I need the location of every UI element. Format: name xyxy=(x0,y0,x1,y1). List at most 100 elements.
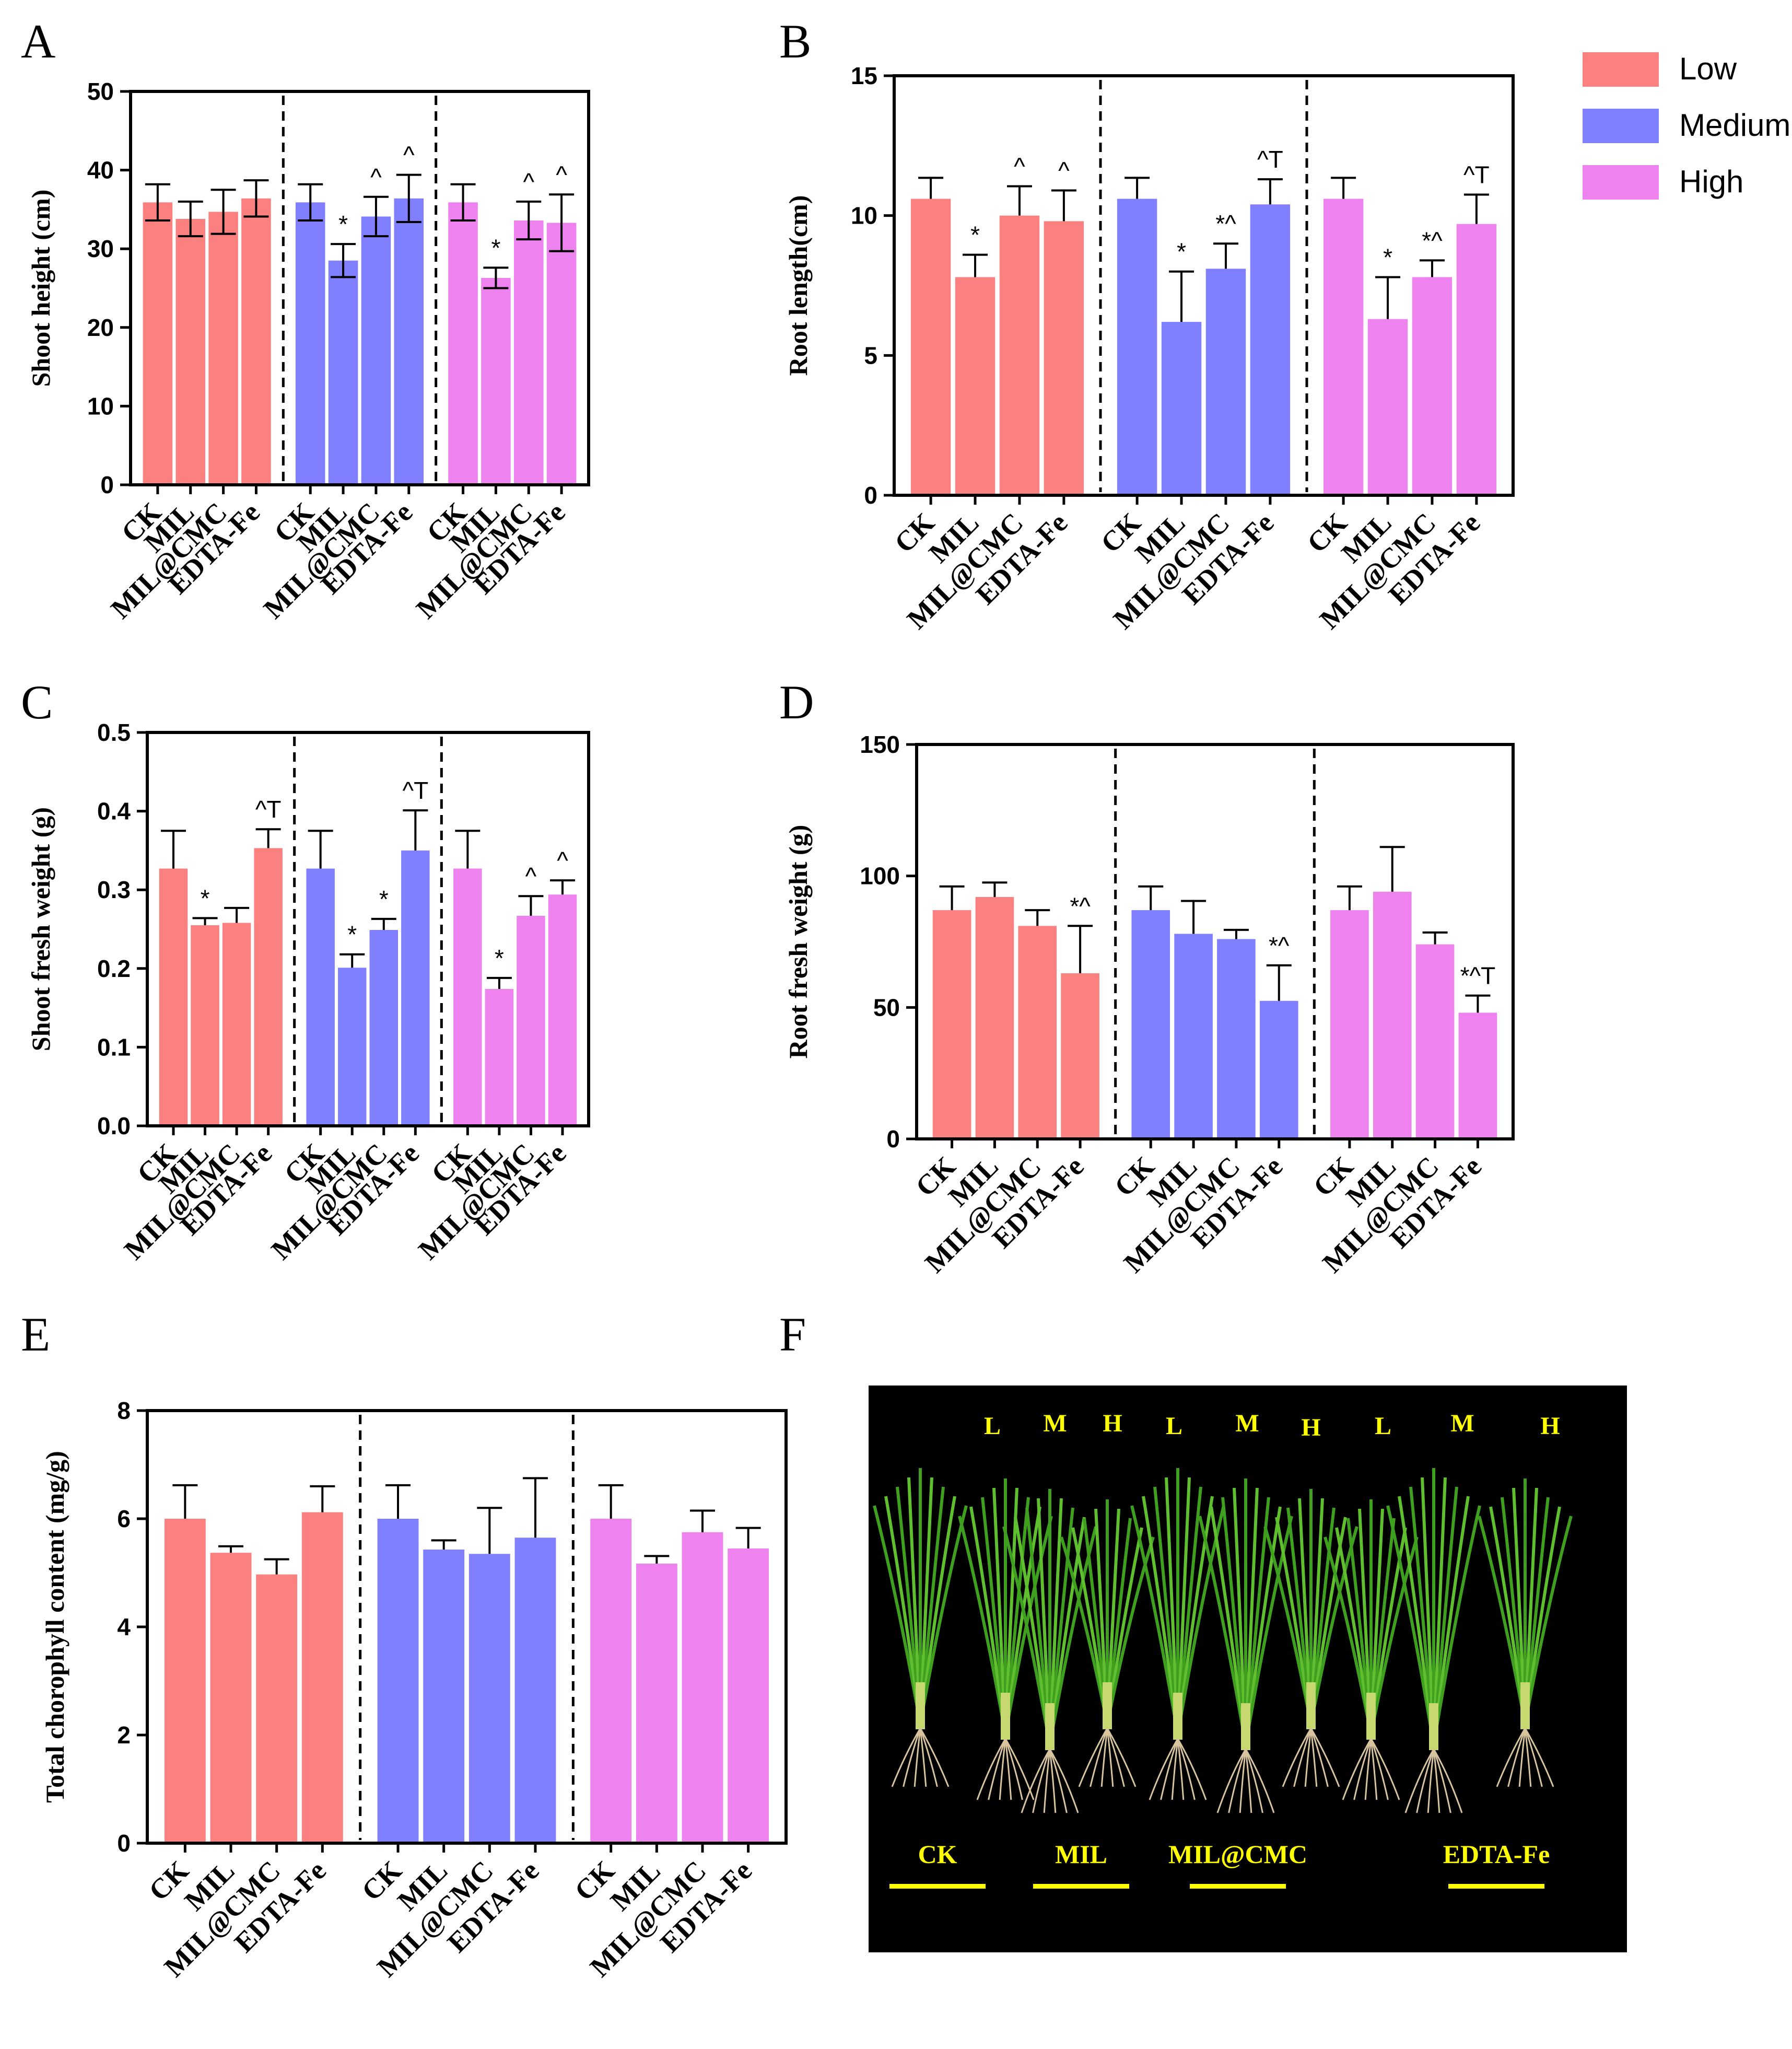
bar xyxy=(636,1563,677,1843)
root xyxy=(1304,1728,1312,1787)
root xyxy=(1518,1728,1526,1787)
root xyxy=(1364,1738,1372,1800)
legend-label-low: Low xyxy=(1679,51,1737,86)
significance-label: ^T xyxy=(1463,161,1490,189)
significance-label: *^T xyxy=(1460,962,1496,989)
y-tick-label: 0.3 xyxy=(97,876,131,903)
photo-bottom-label: EDTA-Fe xyxy=(1443,1840,1550,1869)
bar xyxy=(1458,1012,1497,1139)
series-low: CK*MIL^MIL@CMC^EDTA-Fe xyxy=(888,153,1084,635)
root xyxy=(976,1738,1006,1800)
panel-letter: F xyxy=(779,1308,806,1361)
photo-top-label: H xyxy=(1301,1414,1320,1441)
y-tick-label: 0.0 xyxy=(97,1112,131,1139)
stem xyxy=(1173,1693,1182,1740)
significance-label: ^T xyxy=(1257,146,1283,173)
y-tick-label: 30 xyxy=(87,235,114,262)
bar xyxy=(210,1553,252,1843)
stem xyxy=(1045,1703,1055,1750)
significance-label: *^ xyxy=(1070,892,1091,919)
root xyxy=(891,1728,921,1787)
scale-bar xyxy=(1190,1884,1286,1889)
bar xyxy=(301,1512,343,1843)
seedling xyxy=(958,1478,1053,1800)
root xyxy=(1370,1738,1400,1800)
series-high: CK*MIL^MIL@CMC^EDTA-Fe xyxy=(412,830,577,1266)
leaf xyxy=(1198,1516,1247,1745)
y-tick-label: 10 xyxy=(87,392,114,420)
bar xyxy=(590,1519,632,1843)
root xyxy=(1496,1728,1526,1787)
bar xyxy=(295,202,325,485)
root xyxy=(919,1728,938,1787)
bar xyxy=(1161,322,1202,495)
panel-F: F L M H L M H L M H CK MIL MIL@CMC EDTA-Fe xyxy=(779,1308,1627,1952)
y-tick-label: 0 xyxy=(886,1125,900,1152)
bar xyxy=(164,1519,206,1843)
bar xyxy=(394,198,424,485)
root xyxy=(1310,1728,1340,1787)
bar xyxy=(932,910,971,1139)
root xyxy=(1282,1728,1312,1787)
seedling xyxy=(873,1468,968,1787)
bar xyxy=(1205,269,1246,495)
bar xyxy=(548,894,577,1126)
bar xyxy=(513,220,544,485)
bar xyxy=(1174,934,1213,1139)
y-axis-label: Root fresh weight (g) xyxy=(783,825,813,1059)
root xyxy=(999,1738,1006,1800)
y-tick-label: 10 xyxy=(851,202,877,229)
root xyxy=(1216,1749,1247,1813)
significance-label: ^ xyxy=(370,164,382,191)
leaf xyxy=(1432,1505,1481,1745)
significance-label: * xyxy=(491,234,500,261)
stem xyxy=(916,1682,925,1729)
root xyxy=(1177,1738,1196,1800)
bar xyxy=(517,915,545,1126)
y-tick-label: 0.2 xyxy=(97,955,131,982)
root xyxy=(1342,1738,1372,1800)
legend-label-medium: Medium xyxy=(1679,108,1790,143)
y-tick-label: 4 xyxy=(117,1613,131,1640)
root xyxy=(1177,1738,1185,1800)
seedling xyxy=(1478,1478,1573,1787)
root xyxy=(1507,1728,1526,1787)
significance-label: * xyxy=(338,211,348,238)
root xyxy=(1524,1728,1532,1787)
panel-letter: E xyxy=(21,1308,50,1361)
root xyxy=(1049,1749,1057,1813)
significance-label: ^ xyxy=(1014,153,1025,180)
photo-top-label: M xyxy=(1043,1410,1067,1437)
bar xyxy=(191,925,219,1126)
significance-label: * xyxy=(1177,238,1186,265)
root xyxy=(1427,1749,1435,1813)
seedling xyxy=(1060,1499,1155,1787)
bar xyxy=(143,202,173,485)
significance-label: * xyxy=(379,886,389,913)
bar xyxy=(975,897,1014,1139)
root xyxy=(1245,1749,1252,1813)
photo-top-label: H xyxy=(1540,1412,1560,1440)
root xyxy=(1106,1728,1125,1787)
root xyxy=(919,1728,927,1787)
significance-label: ^ xyxy=(523,168,534,195)
root xyxy=(1433,1749,1440,1813)
bar xyxy=(955,277,995,495)
seedling xyxy=(1323,1499,1419,1800)
root xyxy=(1149,1738,1179,1800)
significance-label: * xyxy=(495,945,504,972)
photo-top-label: M xyxy=(1450,1410,1474,1437)
photo-bottom-label: MIL xyxy=(1055,1840,1107,1869)
bar xyxy=(910,199,951,496)
y-tick-label: 20 xyxy=(87,314,114,341)
